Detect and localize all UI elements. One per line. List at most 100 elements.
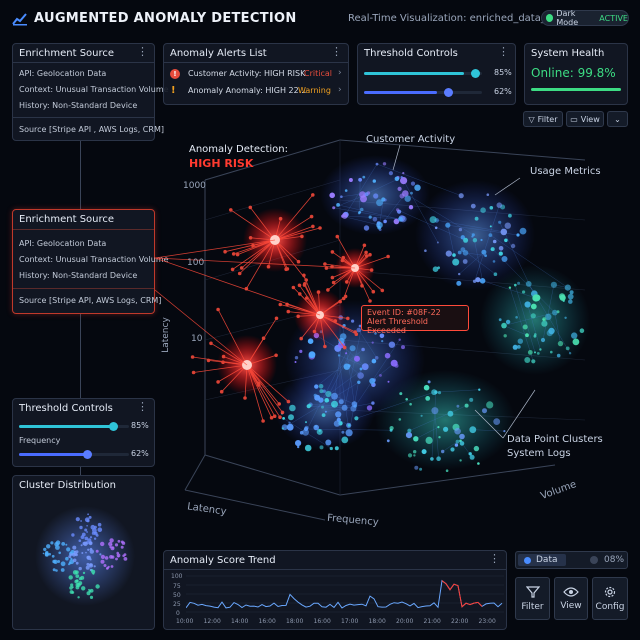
cluster-node — [70, 557, 73, 560]
anomaly-spike — [354, 267, 371, 302]
risk-level: HIGH RISK — [189, 157, 254, 170]
panel-title: Threshold Controls — [364, 48, 458, 59]
anomaly-spike — [319, 301, 341, 316]
dark-mode-toggle[interactable]: Dark Mode ACTIVE — [541, 9, 629, 27]
anomaly-spike — [332, 251, 356, 269]
network-node — [508, 286, 512, 289]
network-node — [375, 162, 379, 166]
data-indicator-icon — [524, 557, 531, 564]
threshold-slider-2[interactable] — [19, 450, 129, 459]
enrichment-source-panel-highlighted[interactable]: Enrichment Source API: Geolocation Data … — [12, 209, 169, 314]
network-node — [516, 233, 520, 237]
network-node — [425, 436, 433, 444]
event-id: Event ID: #08F-22 — [367, 308, 441, 317]
network-node — [304, 444, 312, 452]
kebab-menu-icon[interactable]: ⋮ — [489, 552, 500, 565]
anomaly-point — [324, 266, 329, 270]
dark-mode-label: Dark Mode — [556, 9, 579, 27]
anomaly-spike — [304, 284, 321, 316]
cluster-label-customer-activity: Customer Activity — [366, 134, 456, 145]
network-node — [530, 303, 537, 310]
anomaly-spike — [319, 314, 346, 348]
anomaly-point — [284, 267, 288, 272]
anomaly-point — [323, 262, 327, 266]
threshold-slider-1[interactable] — [364, 69, 482, 78]
network-node — [294, 361, 297, 363]
network-node — [488, 233, 493, 237]
network-node — [407, 428, 412, 433]
anomaly-spike — [217, 364, 248, 383]
alert-row-warning[interactable]: ! Anomaly Anomaly: HIGH 22... Warning › — [170, 85, 344, 99]
network-node — [525, 281, 532, 287]
network-node — [447, 410, 454, 417]
network-node — [358, 177, 362, 182]
network-node — [419, 467, 423, 471]
y-tick: 25 — [173, 601, 181, 608]
label-pointers — [392, 144, 536, 439]
cluster-node — [60, 568, 65, 572]
anomaly-spike — [230, 209, 276, 241]
data-toggle[interactable]: Data 08% — [515, 551, 628, 569]
filter-button[interactable]: ▽ Filter — [523, 111, 563, 127]
anomaly-spike — [246, 364, 264, 422]
network-node — [354, 416, 359, 421]
anomaly-point — [311, 193, 315, 197]
trend-line-chart[interactable] — [186, 575, 504, 615]
config-button[interactable]: Config — [592, 577, 628, 620]
threshold-controls-panel-top: Threshold Controls ⋮ 85% 62% — [357, 43, 516, 105]
cluster-node — [93, 565, 96, 568]
alert-text: Customer Activity: HIGH RISK — [188, 69, 306, 78]
cluster-label-data-point-clusters: Data Point Clusters — [507, 434, 603, 445]
threshold-slider-2[interactable] — [364, 88, 482, 97]
enrichment-context: Context: Unusual Transaction Volume — [19, 255, 169, 264]
anomaly-point — [297, 283, 302, 288]
dropdown-button[interactable]: ⌄ — [607, 111, 628, 127]
cluster-node — [89, 547, 93, 551]
dark-mode-state: ACTIVE — [599, 13, 628, 23]
y-tick: 50 — [173, 592, 181, 599]
network-node — [427, 380, 431, 384]
cluster-distribution-graph[interactable] — [13, 494, 156, 631]
cluster-node — [123, 553, 127, 556]
anomaly-spike — [332, 267, 356, 278]
network-node — [413, 454, 416, 457]
network-node — [281, 427, 284, 430]
enrichment-api: API: Geolocation Data — [19, 69, 107, 78]
cluster-node — [86, 531, 88, 533]
anomaly-network-visualization[interactable] — [155, 120, 640, 545]
kebab-menu-icon[interactable]: ⋮ — [137, 45, 148, 58]
network-node — [319, 445, 324, 450]
panel-title: Cluster Distribution — [19, 480, 117, 491]
threshold-slider-1[interactable] — [19, 422, 129, 431]
network-edge — [339, 355, 366, 367]
filter-button-large[interactable]: Filter — [515, 577, 550, 620]
view-button[interactable]: ▭ View — [566, 111, 604, 127]
network-node — [347, 364, 351, 367]
anomaly-point — [338, 299, 343, 304]
network-node — [457, 250, 462, 255]
network-node — [371, 401, 375, 405]
anomaly-point — [302, 273, 306, 278]
cluster-node — [87, 513, 89, 516]
network-node — [429, 216, 437, 224]
network-node — [525, 333, 529, 338]
kebab-menu-icon[interactable]: ⋮ — [331, 45, 342, 58]
cluster-node — [80, 544, 83, 547]
x-tick: 16:00 — [313, 618, 331, 625]
network-node — [401, 345, 405, 350]
view-button-large[interactable]: View — [554, 577, 588, 620]
x-tick: 18:00 — [368, 618, 386, 625]
toggle-off-icon — [590, 556, 598, 564]
network-node — [501, 322, 507, 329]
anomaly-spike — [208, 360, 248, 366]
anomaly-point — [345, 280, 349, 284]
critical-alert-icon: ! — [170, 69, 180, 79]
funnel-icon — [525, 586, 540, 598]
cluster-node — [89, 549, 95, 554]
kebab-menu-icon[interactable]: ⋮ — [137, 400, 148, 413]
network-node — [295, 440, 302, 447]
anomaly-spike — [246, 364, 272, 418]
alert-row-critical[interactable]: ! Customer Activity: HIGH RISK Critical … — [170, 68, 344, 82]
kebab-menu-icon[interactable]: ⋮ — [498, 45, 509, 58]
network-edge — [338, 204, 401, 220]
